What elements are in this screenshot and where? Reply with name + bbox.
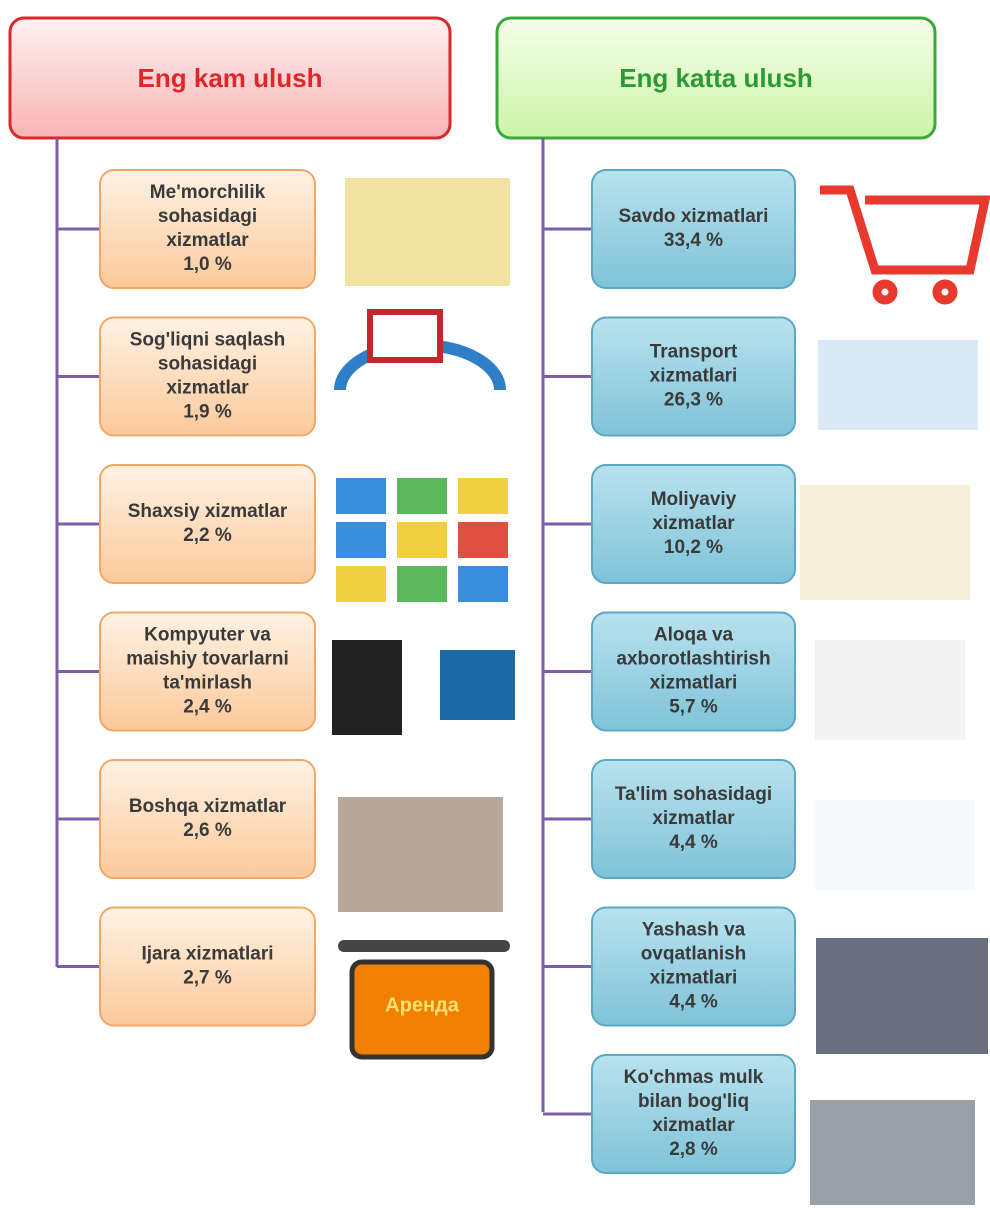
right-header-box bbox=[495, 16, 937, 140]
item-value: 2,4 % bbox=[183, 697, 232, 718]
item-label: Boshqa xizmatlar bbox=[129, 796, 287, 817]
rent-sign bbox=[349, 959, 495, 1060]
item-value: 2,8 % bbox=[669, 1139, 718, 1160]
item-label: Savdo xizmatlari bbox=[619, 206, 769, 227]
item-label: Moliyaviy bbox=[651, 489, 737, 510]
rent-sign-text: Аренда bbox=[385, 994, 460, 1016]
image bbox=[815, 640, 965, 740]
item-box bbox=[591, 611, 796, 732]
item-label: Yashash va bbox=[642, 920, 746, 941]
item-label: Me'morchilik bbox=[150, 182, 266, 203]
item-value: 1,0 % bbox=[183, 254, 232, 275]
item-box bbox=[99, 611, 316, 732]
item-label: xizmatlari bbox=[650, 968, 738, 989]
image bbox=[345, 178, 510, 286]
item-label: Sog'liqni saqlash bbox=[130, 330, 286, 351]
item-label: sohasidagi bbox=[158, 206, 257, 227]
item-value: 5,7 % bbox=[669, 697, 718, 718]
image bbox=[820, 185, 990, 305]
item-value: 2,2 % bbox=[183, 525, 232, 546]
item-label: xizmatlar bbox=[652, 513, 735, 534]
item-label: bilan bog'liq bbox=[638, 1091, 749, 1112]
item-label: xizmatlar bbox=[652, 808, 735, 829]
image bbox=[336, 478, 508, 602]
item-box bbox=[591, 464, 796, 584]
item-label: Kompyuter va bbox=[144, 625, 271, 646]
image bbox=[800, 485, 970, 600]
item-box bbox=[591, 169, 796, 289]
right-title: Eng katta ulush bbox=[619, 63, 813, 93]
item-label: sohasidagi bbox=[158, 354, 257, 375]
item-value: 26,3 % bbox=[664, 390, 723, 411]
image bbox=[440, 650, 515, 720]
item-box bbox=[591, 906, 796, 1027]
images: Аренда bbox=[332, 178, 990, 1205]
item-box bbox=[99, 316, 316, 437]
image bbox=[815, 800, 975, 890]
item-value: 2,6 % bbox=[183, 820, 232, 841]
item-value: 2,7 % bbox=[183, 968, 232, 989]
image bbox=[810, 1100, 975, 1205]
item-label: maishiy tovarlarni bbox=[126, 649, 289, 670]
item-box bbox=[591, 1054, 796, 1174]
item-value: 33,4 % bbox=[664, 230, 723, 251]
item-label: ta'mirlash bbox=[163, 673, 252, 694]
item-label: ovqatlanish bbox=[641, 944, 747, 965]
item-box bbox=[99, 464, 316, 584]
image bbox=[818, 340, 978, 430]
item-value: 1,9 % bbox=[183, 402, 232, 423]
image bbox=[816, 938, 988, 1054]
image bbox=[367, 309, 443, 363]
item-label: xizmatlar bbox=[652, 1115, 735, 1136]
item-label: xizmatlari bbox=[650, 673, 738, 694]
left-title: Eng kam ulush bbox=[138, 63, 323, 93]
item-label: axborotlashtirish bbox=[616, 649, 770, 670]
item-box bbox=[99, 906, 316, 1027]
item-value: 4,4 % bbox=[669, 992, 718, 1013]
item-label: Ta'lim sohasidagi bbox=[615, 784, 772, 805]
item-label: Shaxsiy xizmatlar bbox=[128, 501, 288, 522]
item-label: Transport bbox=[650, 342, 738, 363]
item-value: 10,2 % bbox=[664, 537, 723, 558]
left-header-box bbox=[8, 16, 452, 140]
item-label: Ijara xizmatlari bbox=[141, 944, 273, 965]
image bbox=[332, 640, 402, 735]
item-label: xizmatlar bbox=[166, 378, 249, 399]
item-box bbox=[591, 316, 796, 437]
item-value: 4,4 % bbox=[669, 832, 718, 853]
item-box bbox=[99, 759, 316, 879]
item-label: Ko'chmas mulk bbox=[624, 1067, 764, 1088]
item-label: xizmatlari bbox=[650, 366, 738, 387]
item-box bbox=[591, 759, 796, 879]
image bbox=[338, 940, 510, 952]
item-box bbox=[99, 169, 316, 289]
image bbox=[338, 797, 503, 912]
item-label: Aloqa va bbox=[654, 625, 734, 646]
item-label: xizmatlar bbox=[166, 230, 249, 251]
